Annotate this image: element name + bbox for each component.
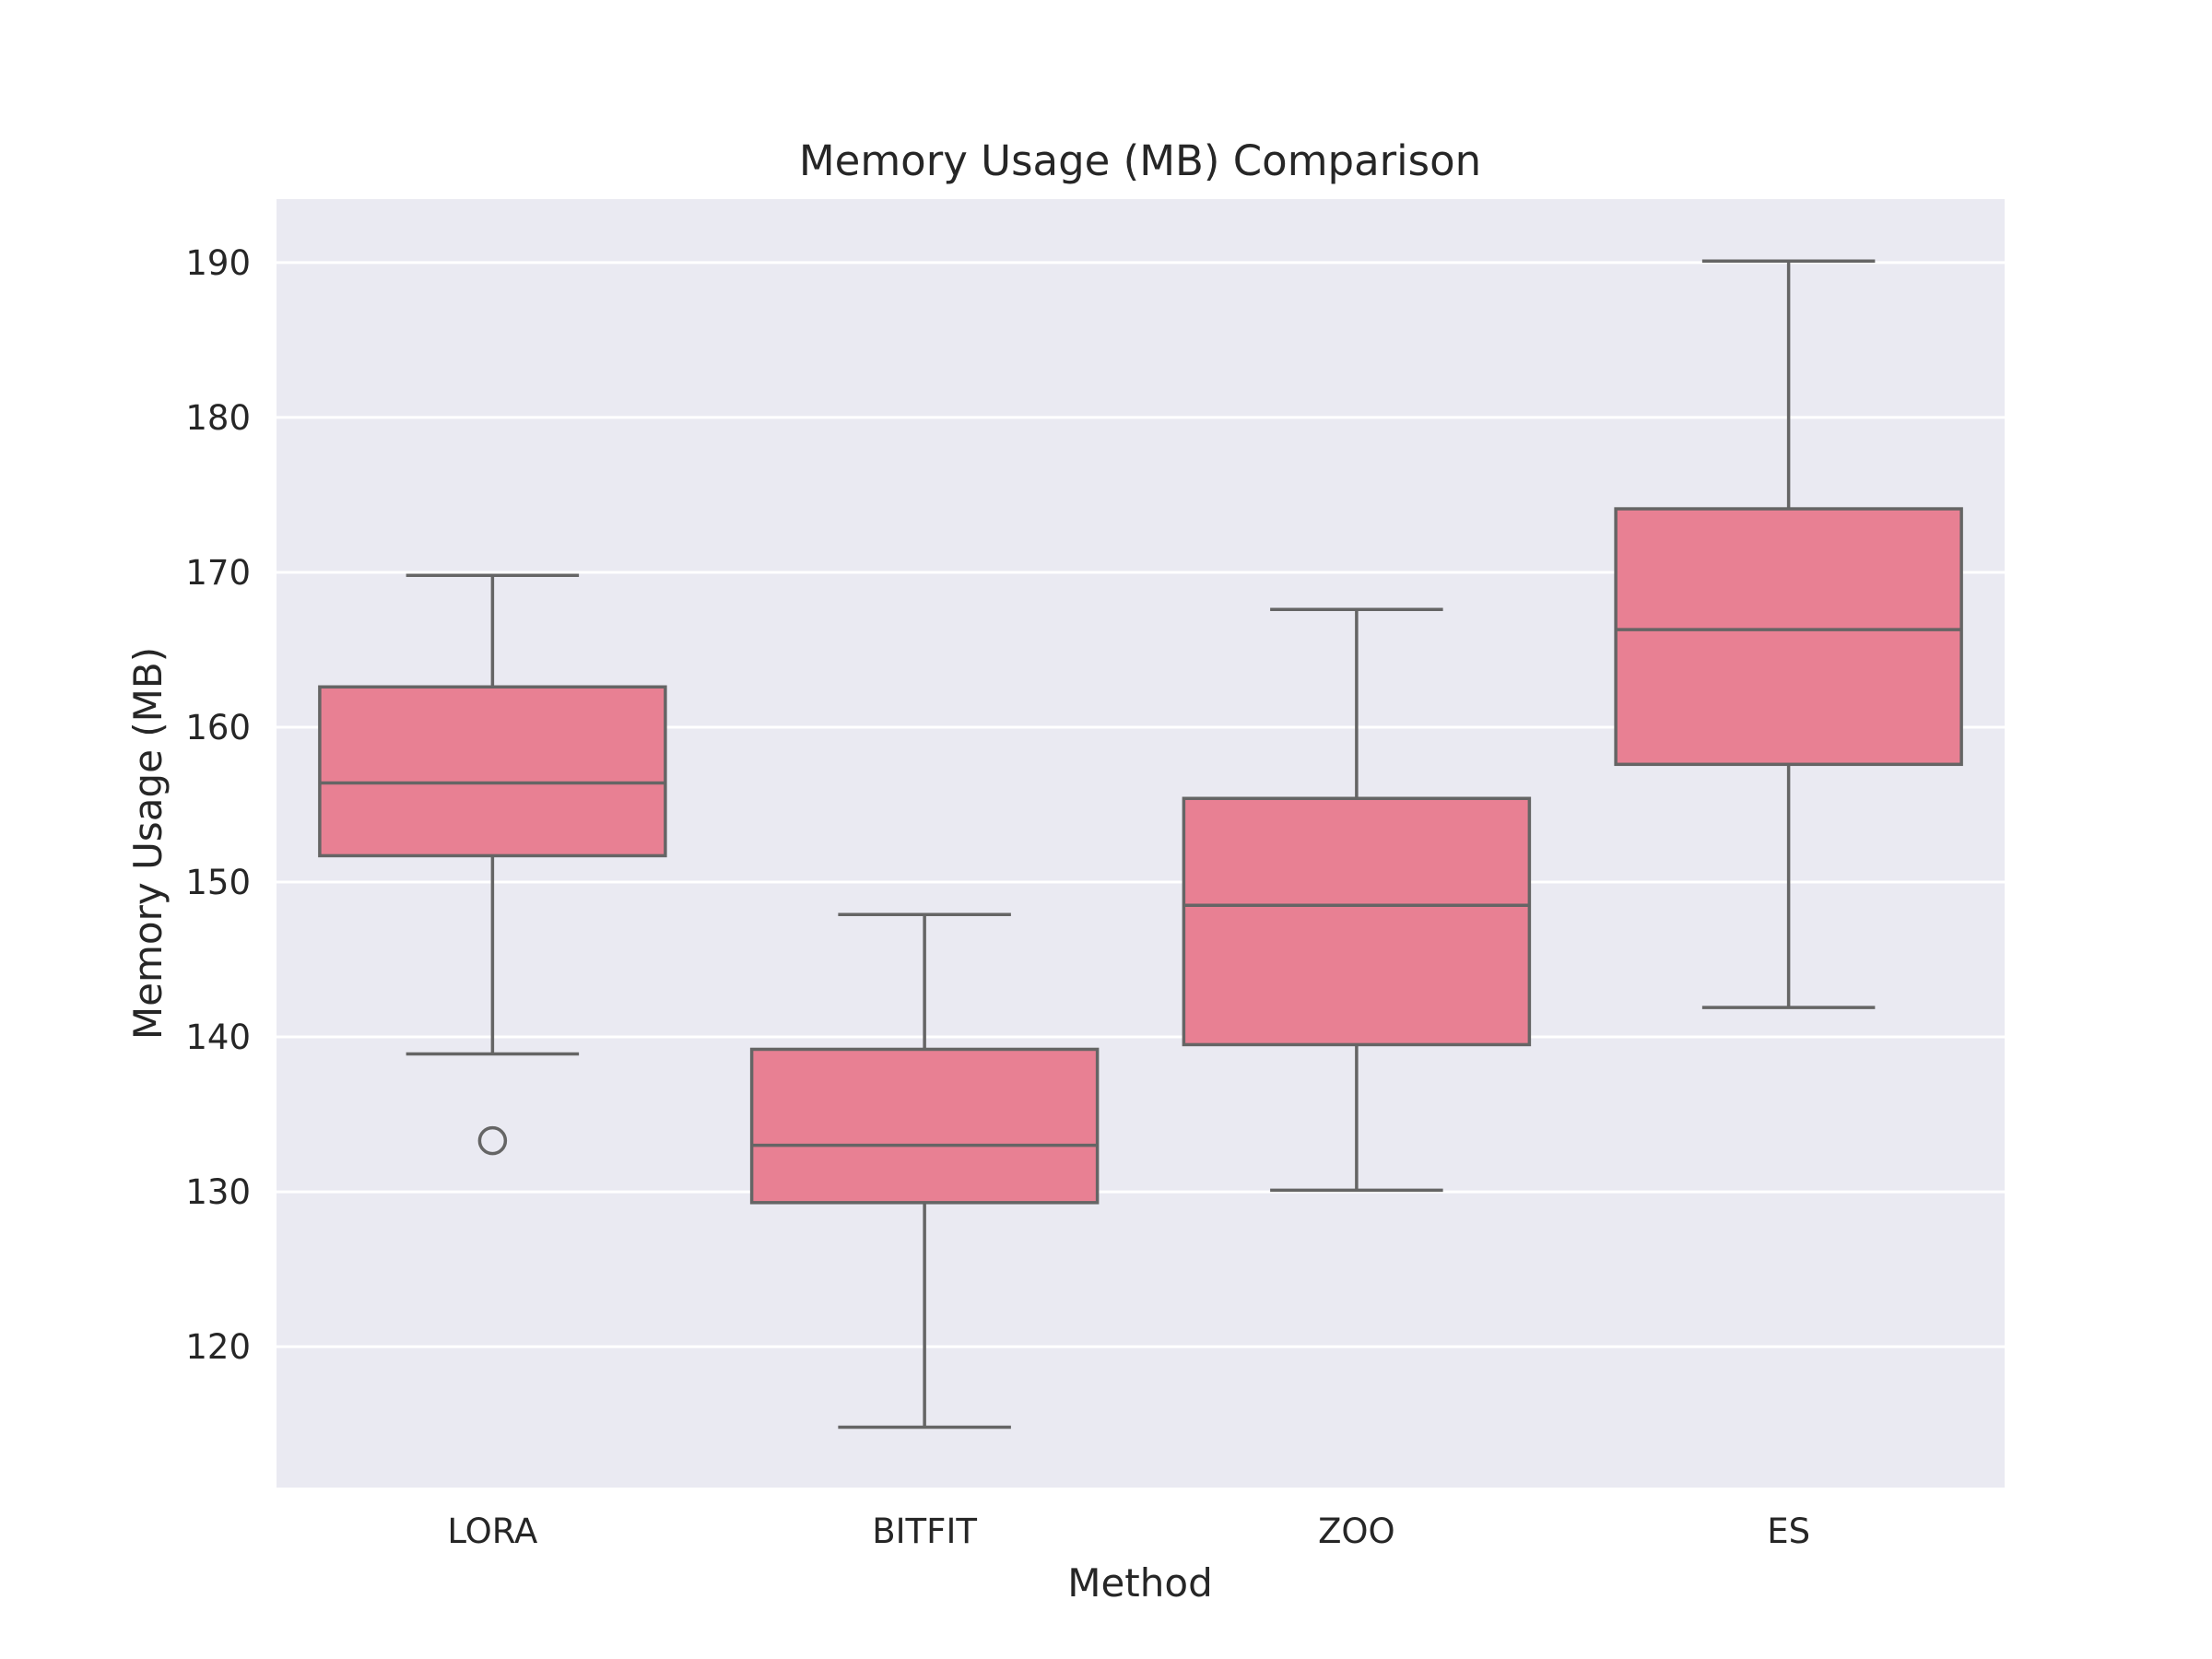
x-tick-label-bitfit: BITFIT xyxy=(872,1512,977,1551)
y-axis-label: Memory Usage (MB) xyxy=(125,647,171,1040)
chart-title: Memory Usage (MB) Comparison xyxy=(799,136,1481,185)
y-tick-label-140: 140 xyxy=(185,1018,251,1057)
y-tick-label-130: 130 xyxy=(185,1172,251,1212)
iqr-box-es xyxy=(1614,507,1963,767)
y-tick-label-150: 150 xyxy=(185,863,251,902)
box-lora xyxy=(318,573,667,1156)
x-axis-label: Method xyxy=(1067,1560,1213,1606)
x-tick-label-zoo: ZOO xyxy=(1318,1512,1395,1551)
boxes xyxy=(318,259,1963,1430)
box-es xyxy=(1614,259,1963,1009)
iqr-box-lora xyxy=(318,685,667,858)
y-tick-label-170: 170 xyxy=(185,553,251,593)
y-tick-label-120: 120 xyxy=(185,1327,251,1367)
y-tick-labels: 120 130 140 150 160 170 180 190 xyxy=(185,243,251,1367)
y-tick-label-190: 190 xyxy=(185,243,251,283)
outlier-lora-0 xyxy=(477,1125,508,1156)
x-tick-label-lora: LORA xyxy=(447,1512,537,1551)
iqr-box-bitfit xyxy=(749,1047,1100,1205)
iqr-box-zoo xyxy=(1182,796,1532,1047)
y-tick-label-180: 180 xyxy=(185,398,251,438)
box-zoo xyxy=(1182,607,1532,1193)
box-bitfit xyxy=(749,912,1100,1430)
x-tick-labels: LORA BITFIT ZOO ES xyxy=(447,1512,1810,1551)
x-tick-label-es: ES xyxy=(1767,1512,1810,1551)
y-tick-label-160: 160 xyxy=(185,708,251,747)
